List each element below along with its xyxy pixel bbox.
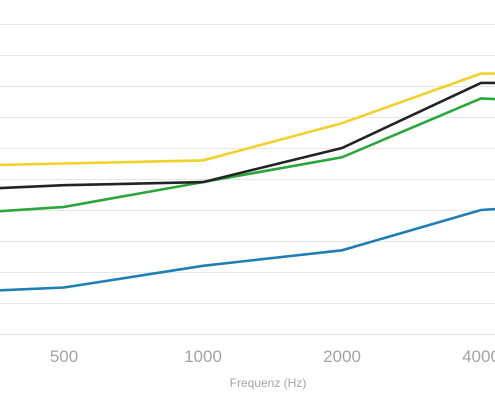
x-tick-label: 500 — [50, 347, 78, 366]
series-line-2 — [0, 97, 495, 213]
series-line-4 — [0, 72, 495, 167]
x-axis-title: Frequenz (Hz) — [230, 376, 307, 390]
x-tick-label: 1000 — [184, 347, 222, 366]
grid-lines — [0, 24, 495, 335]
series-line-3 — [0, 81, 495, 190]
series-lines — [0, 72, 495, 292]
x-tick-label: 4000 — [462, 347, 495, 366]
series-line-1 — [0, 207, 495, 292]
x-tick-labels: 500 1000 2000 4000 — [50, 347, 495, 366]
x-tick-label: 2000 — [323, 347, 361, 366]
